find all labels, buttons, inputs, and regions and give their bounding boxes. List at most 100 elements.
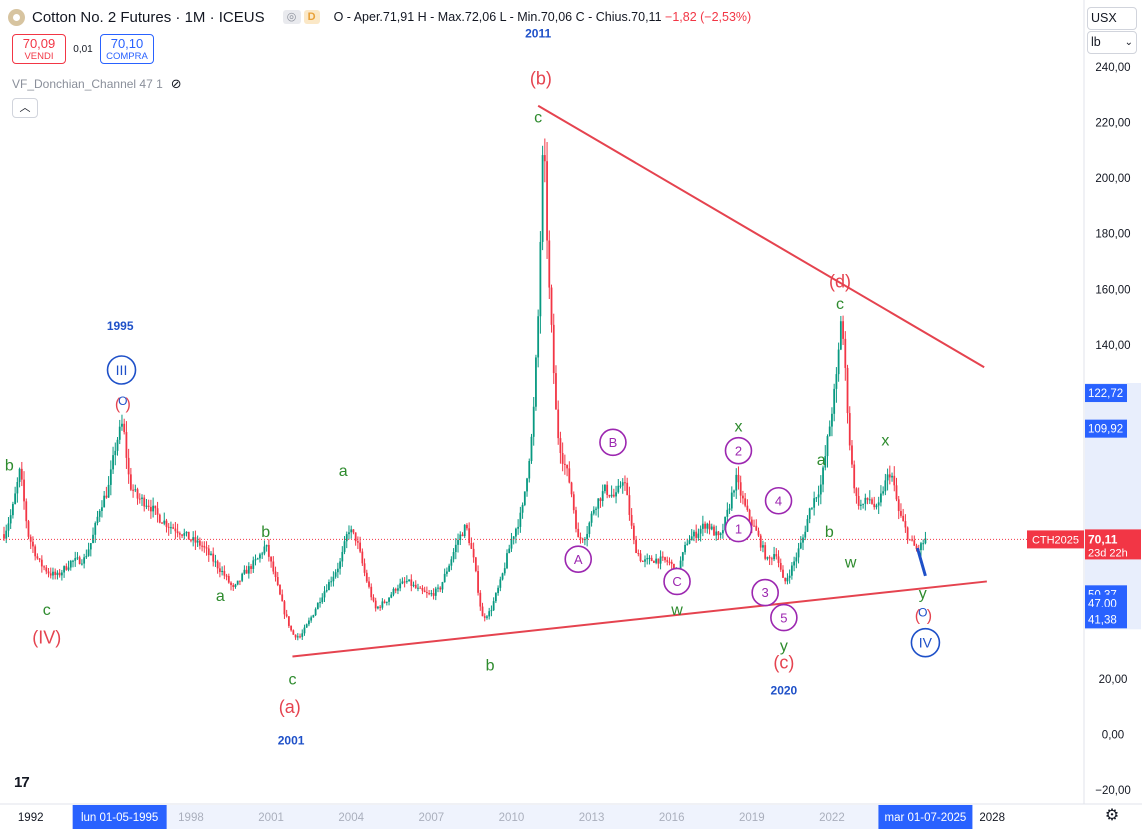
candle-body	[559, 438, 562, 454]
candle-body	[394, 588, 397, 591]
candle-body	[819, 484, 822, 495]
candle-body	[790, 565, 793, 576]
candle-body	[441, 582, 444, 590]
candle-body	[646, 558, 649, 560]
candle-body	[468, 528, 471, 544]
x-crosshair-label-bg	[878, 805, 973, 829]
wave-label: w	[670, 602, 683, 619]
candle-body	[612, 494, 615, 497]
candle-body	[381, 601, 384, 608]
candle-body	[419, 587, 422, 589]
candle-body	[619, 485, 622, 487]
bar-countdown-label: 23d 22h	[1088, 547, 1128, 559]
unit-select[interactable]: lb ⌄	[1087, 31, 1137, 54]
candle-body	[857, 495, 860, 506]
currency-select[interactable]: USX	[1087, 7, 1137, 30]
candle-body	[708, 523, 711, 530]
candle-body	[69, 560, 72, 568]
candle-body	[134, 489, 137, 491]
candle-body	[572, 494, 575, 511]
candle-body	[661, 556, 664, 558]
candle-body	[192, 537, 195, 541]
candle-body	[34, 546, 37, 557]
collapse-legend-button[interactable]: ︿	[12, 98, 38, 118]
candle-body	[568, 468, 571, 483]
candle-body	[85, 555, 88, 558]
candle-body	[403, 581, 406, 583]
wave-label: 1995	[107, 319, 134, 333]
candle-body	[530, 436, 533, 462]
candle-body	[786, 577, 789, 582]
candle-body	[492, 601, 495, 611]
candle-body	[710, 526, 713, 530]
candle-body	[757, 530, 760, 536]
candle-body	[555, 373, 557, 410]
wave-label: b	[486, 658, 495, 675]
candle-body	[250, 566, 252, 569]
ticker-badge-label: CTH2025	[1032, 534, 1079, 546]
price-level-badge	[1085, 384, 1127, 403]
delayed-data-badge[interactable]: D	[303, 10, 320, 24]
candle-body	[98, 511, 101, 517]
candle-body	[163, 520, 166, 524]
hide-indicator-icon[interactable]: ⊘	[170, 76, 182, 91]
candle-body	[9, 515, 12, 524]
symbol-title[interactable]: Cotton No. 2 Futures · 1M · ICEUS	[32, 8, 265, 26]
candle-body	[548, 240, 551, 288]
candle-body	[697, 533, 700, 538]
candle-body	[143, 497, 146, 507]
wave-label: (c)	[773, 653, 794, 673]
buy-button[interactable]: 70,10 COMPRA	[100, 34, 154, 64]
candle-body	[87, 549, 90, 556]
candle-body	[637, 553, 640, 555]
last-price-label: 70,11	[1088, 532, 1118, 546]
candle-body	[579, 537, 582, 539]
wave-label: a	[216, 588, 225, 605]
candle-body	[225, 575, 228, 577]
candle-body	[352, 529, 355, 533]
candle-body	[81, 563, 83, 565]
ohlc-text: O - Aper.71,91 H - Max.72,06 L - Min.70,…	[333, 10, 662, 24]
tradingview-logo-icon[interactable]: 17	[14, 774, 30, 791]
candle-body	[125, 432, 128, 458]
candle-body	[234, 584, 237, 587]
candle-body	[25, 501, 28, 522]
visibility-icon[interactable]: ◎	[282, 10, 301, 24]
indicator-name[interactable]: VF_Donchian_Channel 47 1	[12, 77, 163, 91]
candle-body	[190, 539, 192, 541]
candle-body	[621, 482, 624, 486]
candle-body	[459, 534, 462, 541]
candle-body	[430, 593, 433, 595]
candle-body	[639, 553, 642, 561]
candle-body	[52, 571, 54, 576]
candle-body	[561, 453, 564, 464]
wave-label: 1	[735, 521, 742, 536]
wave-label: 2020	[771, 683, 798, 697]
unit-measure: lb	[1091, 35, 1101, 49]
candle-body	[267, 544, 270, 557]
candle-body	[817, 494, 820, 498]
candle-body	[43, 566, 45, 568]
candle-body	[377, 606, 379, 609]
candle-body	[425, 592, 428, 594]
candle-body	[417, 587, 419, 589]
candle-body	[846, 367, 849, 414]
candle-body	[842, 321, 844, 339]
gear-icon[interactable]: ⚙	[1104, 807, 1120, 824]
candle-body	[156, 508, 159, 515]
candle-body	[706, 523, 709, 529]
candle-body	[312, 615, 315, 618]
candle-body	[281, 594, 284, 602]
candle-body	[628, 495, 631, 515]
sell-button[interactable]: 70,09 VENDI	[12, 34, 66, 64]
candle-body	[826, 436, 829, 457]
candle-body	[483, 616, 486, 618]
candle-body	[523, 491, 526, 505]
candle-body	[303, 627, 306, 634]
candle-body	[412, 584, 415, 586]
price-level-label: 41,38	[1088, 614, 1117, 626]
candle-body	[107, 484, 110, 498]
candle-body	[272, 561, 275, 572]
candle-body	[45, 567, 48, 572]
